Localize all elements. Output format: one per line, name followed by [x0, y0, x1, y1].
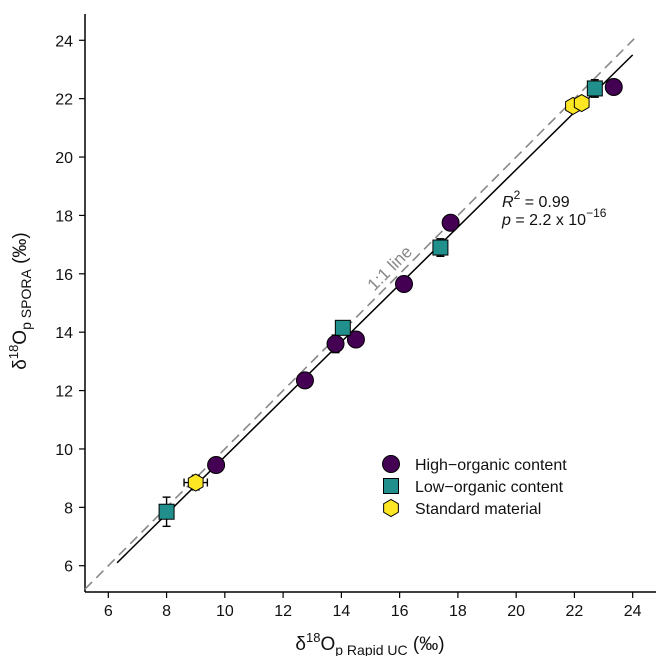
data-point-square — [432, 239, 449, 256]
series-hexagon — [183, 93, 590, 492]
x-tick-label: 16 — [391, 603, 409, 620]
p-value: = 2.2 x 10 — [511, 212, 586, 229]
r-squared-symbol: R — [502, 194, 514, 211]
x-tick-label: 6 — [104, 603, 113, 620]
axis-title-letter: O — [10, 330, 31, 345]
axis-title-delta: δ — [10, 359, 31, 370]
r-squared-power: 2 — [514, 188, 521, 202]
x-tick-label: 8 — [162, 603, 171, 620]
x-tick-label: 20 — [507, 603, 525, 620]
data-point-circle — [441, 213, 460, 232]
data-point-square — [586, 80, 603, 97]
legend-marker-circle — [382, 455, 400, 473]
axis-title-superscript: 18 — [306, 630, 320, 645]
data-point-circle — [207, 456, 226, 475]
legend-marker-hexagon — [383, 498, 399, 518]
series-circle — [207, 77, 623, 475]
legend-item: Low−organic content — [383, 478, 564, 496]
x-tick-label: 14 — [332, 603, 350, 620]
x-tick-label: 22 — [566, 603, 584, 620]
legend-label: Standard material — [415, 501, 541, 518]
y-tick-label: 18 — [55, 208, 73, 225]
data-point-square — [158, 503, 175, 520]
y-tick-label: 8 — [64, 500, 73, 517]
y-tick-label: 24 — [55, 33, 73, 50]
y-tick-label: 22 — [55, 92, 73, 109]
annotations: R2 = 0.99 p = 2.2 x 10−16 — [501, 188, 607, 229]
y-tick-label: 6 — [64, 559, 73, 576]
p-symbol: p — [501, 212, 511, 229]
x-tick-label: 10 — [216, 603, 234, 620]
legend-label: Low−organic content — [415, 479, 564, 496]
p-exponent: −16 — [586, 206, 607, 220]
one-to-one-line — [84, 38, 635, 590]
legend-label: High−organic content — [415, 457, 567, 474]
data-point-circle — [346, 330, 365, 349]
data-point-circle — [326, 334, 345, 353]
data-point-square — [334, 319, 351, 336]
y-tick-label: 10 — [55, 442, 73, 459]
x-axis-title: δ18Op Rapid UC (‰) — [295, 630, 444, 656]
y-tick-label: 20 — [55, 150, 73, 167]
axis-title-unit: (‰) — [10, 232, 31, 269]
data-points — [158, 77, 623, 528]
y-axis-title: δ18Op SPORA (‰) — [6, 232, 34, 369]
legend-item: Standard material — [383, 498, 541, 518]
x-tick-label: 24 — [624, 603, 642, 620]
y-tick-label: 14 — [55, 325, 73, 342]
data-point-circle — [295, 371, 314, 390]
axes: 6 8 10 12 14 16 18 20 22 24 6 8 10 12 14 16 18 20 22 24 — [55, 14, 656, 620]
data-point-circle — [395, 275, 414, 294]
y-tick-label: 12 — [55, 384, 73, 401]
x-tick-label: 18 — [449, 603, 467, 620]
data-point-hexagon — [187, 473, 204, 492]
axis-title-superscript: 18 — [6, 345, 21, 359]
r-squared-value: = 0.99 — [520, 194, 569, 211]
axis-title-delta: δ — [295, 634, 306, 655]
p-value-annotation: p = 2.2 x 10−16 — [501, 206, 607, 229]
axis-title-unit: (‰) — [408, 634, 445, 655]
data-point-hexagon — [573, 93, 590, 113]
legend: High−organic content Low−organic content S… — [382, 455, 567, 518]
legend-item: High−organic content — [382, 455, 567, 474]
x-tick-label: 12 — [274, 603, 292, 620]
data-point-circle — [604, 77, 623, 96]
axis-title-subscript: p SPORA — [18, 269, 34, 330]
axis-title-letter: O — [320, 634, 335, 655]
y-tick-label: 16 — [55, 267, 73, 284]
r-squared-annotation: R2 = 0.99 — [502, 188, 570, 211]
series-square — [158, 78, 603, 528]
axis-title-subscript: p Rapid UC — [335, 642, 407, 656]
legend-marker-square — [383, 478, 399, 494]
